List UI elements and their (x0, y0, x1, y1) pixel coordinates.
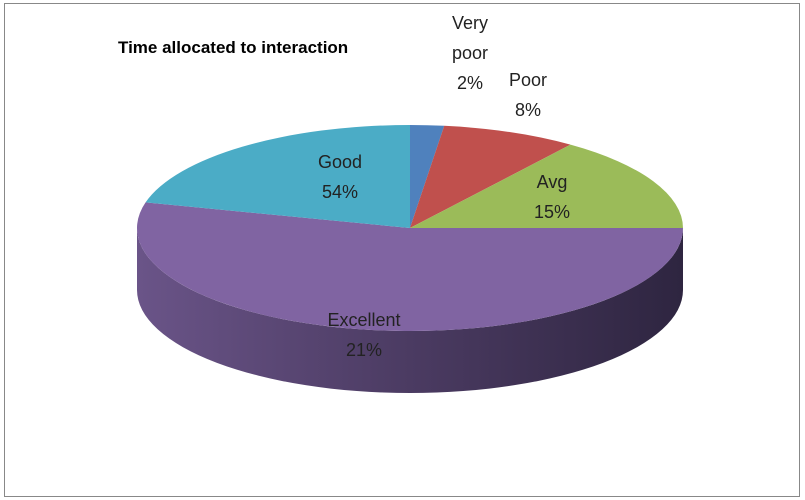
value-label: 21% (345, 340, 383, 360)
value-label: 15% (533, 202, 571, 222)
category-label: Avg (536, 172, 568, 192)
pie-slice (410, 144, 683, 228)
value-label: 54% (321, 182, 359, 202)
slice-label: Poor 8% (504, 65, 552, 125)
category-label: Good (317, 152, 363, 172)
value-label: 8% (514, 100, 541, 120)
slice-label: Good 54% (280, 147, 400, 207)
value-label: 2% (456, 73, 483, 93)
category-label: Very poor (451, 13, 489, 63)
pie-slice (410, 125, 445, 228)
slice-side (137, 228, 683, 393)
category-label: Poor (508, 70, 548, 90)
category-label: Excellent (327, 310, 401, 330)
pie-slice (137, 202, 683, 331)
pie-slice (145, 125, 411, 228)
slice-label: Avg 15% (492, 167, 612, 227)
chart-title: Time allocated to interaction (118, 38, 349, 57)
pie-slice (410, 125, 571, 228)
slice-label: Excellent 21% (304, 305, 424, 365)
slice-label: Very poor 2% (446, 8, 494, 98)
